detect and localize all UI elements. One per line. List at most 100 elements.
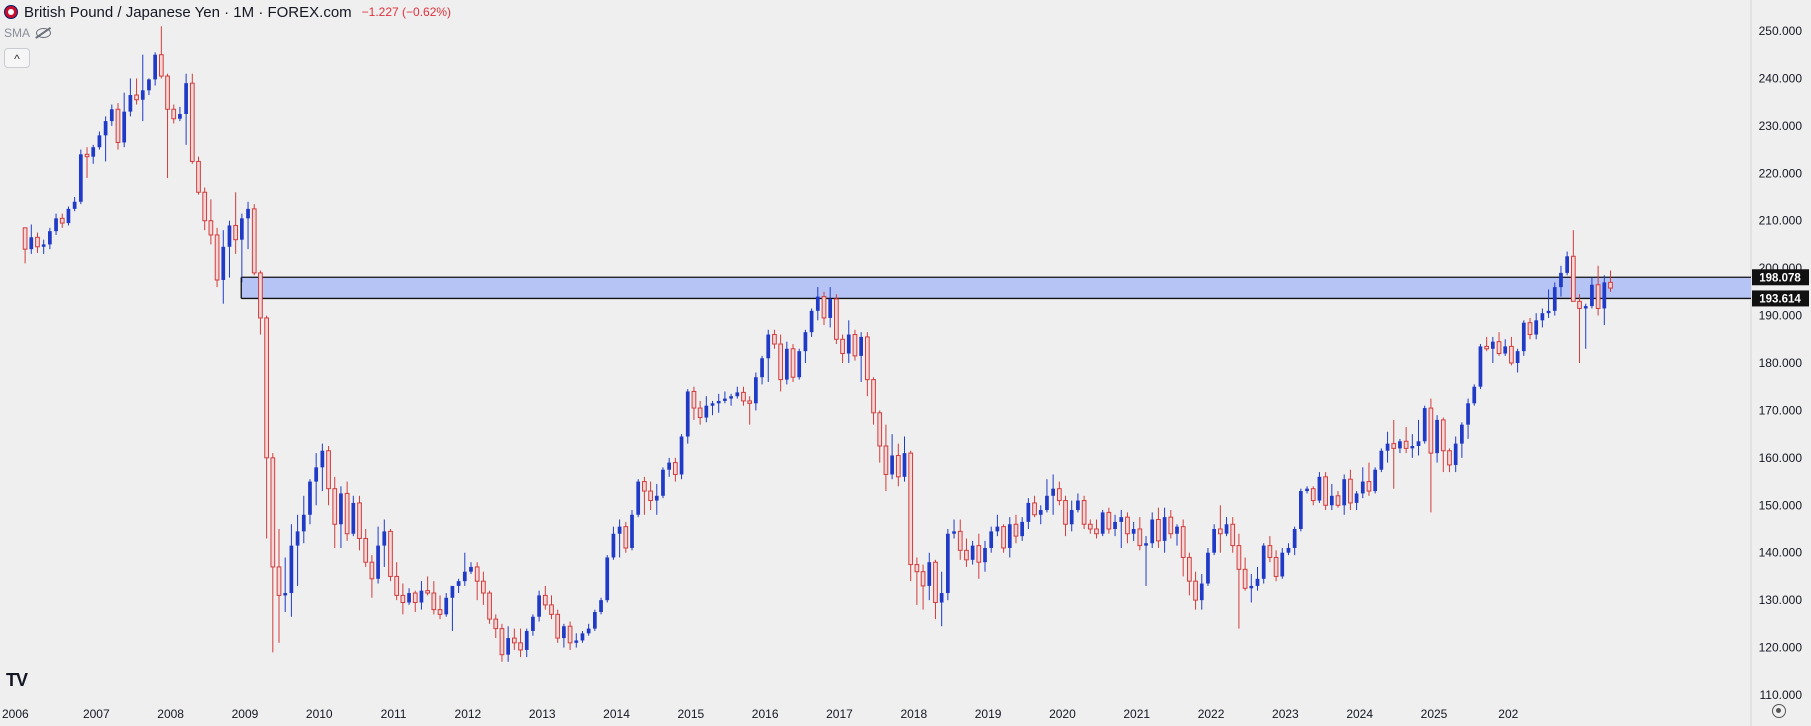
candle-body-up — [562, 626, 566, 639]
price-tick-label: 120.000 — [1759, 641, 1803, 655]
hidden-eye-icon[interactable] — [36, 28, 52, 38]
settings-icon[interactable] — [1772, 704, 1786, 718]
candle-body-up — [524, 630, 529, 650]
candle — [1342, 474, 1347, 515]
candle-body-down — [697, 407, 703, 419]
candle-body-down — [871, 379, 876, 414]
candle-body-up — [103, 121, 108, 136]
candle — [1608, 270, 1613, 292]
candle — [1069, 500, 1074, 532]
candle-body-down — [834, 298, 839, 340]
candle-body-up — [952, 531, 956, 534]
candle-body-up — [1286, 547, 1291, 553]
candle — [803, 329, 808, 363]
candle-body-up — [939, 593, 944, 603]
candle-body-up — [97, 135, 102, 148]
candle — [1590, 277, 1594, 309]
candle — [1435, 415, 1439, 463]
time-tick-label: 2014 — [603, 707, 630, 721]
candle — [425, 576, 430, 596]
candle — [549, 595, 554, 620]
candle-body-up — [685, 391, 690, 437]
candle — [1063, 495, 1068, 537]
candle-body-up — [983, 547, 987, 563]
candle-body-down — [549, 604, 554, 615]
candle-body-down — [648, 490, 653, 502]
candle — [1546, 289, 1551, 318]
candle-body-up — [54, 218, 58, 232]
zone-lower-badge-label: 193.614 — [1759, 293, 1801, 305]
candle-body-down — [474, 566, 480, 582]
candle-body-down — [22, 227, 28, 250]
symbol-title[interactable]: British Pound / Japanese Yen · 1M · FORE… — [24, 3, 352, 21]
time-tick-label: 2008 — [157, 707, 184, 721]
candle — [1125, 512, 1130, 544]
candle — [1100, 510, 1105, 537]
candle — [821, 291, 827, 326]
candle-body-down — [542, 594, 548, 606]
indicator-label[interactable]: SMA — [4, 26, 31, 40]
candle — [834, 294, 839, 345]
candle — [920, 564, 926, 610]
collapse-indicators-button[interactable]: ^ — [4, 48, 30, 68]
candle — [1466, 398, 1470, 439]
price-tick-label: 140.000 — [1759, 546, 1803, 560]
candle — [115, 103, 121, 150]
candle — [1329, 483, 1334, 511]
price-tick-label: 170.000 — [1759, 403, 1803, 417]
candle-body-down — [642, 481, 647, 492]
candle-body-up — [419, 590, 424, 603]
candle — [877, 410, 883, 463]
candle — [772, 329, 777, 349]
candle — [202, 187, 208, 231]
candle — [524, 628, 529, 658]
candle-body-up — [1317, 476, 1322, 501]
candle — [109, 104, 114, 126]
candle-body-down — [196, 160, 201, 193]
candle-body-up — [246, 208, 250, 219]
candle — [895, 443, 901, 487]
candle-body-down — [1595, 284, 1601, 309]
candle — [976, 533, 982, 579]
candle-body-down — [171, 108, 177, 120]
candle — [778, 334, 783, 392]
candle — [1267, 536, 1273, 563]
zone-lower-badge-bg — [1752, 290, 1809, 307]
candle-body-up — [1435, 419, 1439, 454]
candle-body-up — [1280, 552, 1285, 577]
candle — [1131, 521, 1136, 541]
candle — [184, 73, 188, 145]
candle — [419, 581, 424, 610]
candle-body-down — [1168, 516, 1174, 535]
candle-body-down — [326, 450, 331, 490]
candle — [611, 526, 616, 560]
candle — [221, 230, 226, 304]
candle-body-up — [617, 526, 622, 534]
candle-body-up — [828, 298, 833, 318]
candlestick-series — [22, 26, 1613, 662]
candle — [363, 529, 369, 567]
candle-body-down — [623, 526, 629, 549]
price-tick-label: 130.000 — [1759, 593, 1803, 607]
candle-body-down — [1570, 255, 1576, 302]
time-axis: 2006 2007 2008 2009 2010 2011 2012 2013 2014 2015… — [2, 707, 1519, 721]
candle — [22, 227, 28, 264]
candle-body-up — [679, 436, 684, 475]
candle-body-up — [1255, 578, 1260, 586]
candle-body-up — [1224, 524, 1229, 534]
candle — [537, 590, 541, 622]
candle-body-down — [1137, 528, 1143, 547]
candle — [1273, 550, 1279, 582]
candle — [1081, 495, 1087, 529]
candle-body-down — [270, 457, 276, 568]
candle-body-up — [735, 392, 740, 397]
candle — [654, 483, 659, 515]
candle-body-up — [1373, 469, 1378, 492]
candle-body-down — [1230, 523, 1236, 547]
candle — [1175, 524, 1179, 546]
candle-body-down — [165, 75, 170, 110]
candle — [295, 514, 300, 586]
candle-body-down — [895, 454, 901, 478]
candle-body-down — [1056, 488, 1062, 502]
